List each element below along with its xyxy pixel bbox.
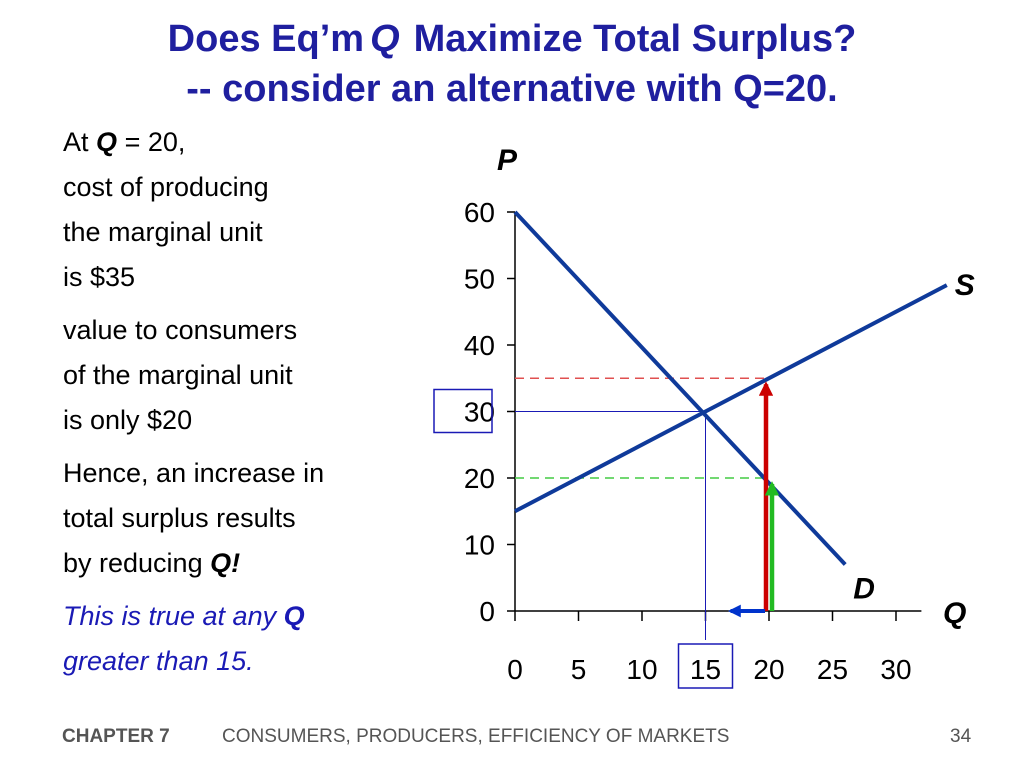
x-tick-label: 30 (880, 654, 911, 685)
y-tick-label: 60 (464, 197, 495, 228)
note-line1-var: Q (283, 601, 305, 631)
paragraph-cost: At Q = 20, cost of producing the margina… (63, 120, 423, 300)
equilibrium-price-highlight (433, 388, 493, 434)
title-line-1-var: Q (370, 18, 400, 60)
note-line2: greater than 15. (63, 646, 254, 676)
paragraph-value: value to consumers of the marginal unit … (63, 308, 423, 443)
x-tick-label: 0 (507, 654, 523, 685)
p2-line1: value to consumers (63, 315, 298, 345)
title-line-1-prefix: Does Eq’m (167, 18, 365, 60)
title-line-2: -- consider an alternative with Q=20. (186, 68, 838, 110)
slide-title: Does Eq’m Q Maximize Total Surplus? -- con… (0, 14, 1024, 114)
x-axis-title: Q (943, 597, 966, 630)
p1-line2: cost of producing (63, 172, 269, 202)
y-tick-label: 20 (464, 463, 495, 494)
y-tick-label: 30 (464, 397, 495, 428)
equilibrium-quantity-highlight (677, 643, 734, 689)
p1-line4: is $35 (63, 262, 136, 292)
note-line1-prefix: This is true at any (63, 601, 277, 631)
page-number: 34 (950, 726, 972, 747)
p1-line3: the marginal unit (63, 217, 263, 247)
p3-line1: Hence, an increase in (63, 458, 325, 488)
p3-line3-prefix: by reducing (63, 548, 203, 578)
series-label-d: D (853, 572, 875, 605)
series-label-s: S (955, 269, 975, 302)
paragraph-conclusion: Hence, an increase in total surplus resu… (63, 451, 423, 586)
y-tick-label: 0 (479, 596, 495, 627)
p3-line3-var: Q! (210, 548, 241, 578)
footer-text: CONSUMERS, PRODUCERS, EFFICIENCY OF MARK… (222, 726, 730, 747)
p2-line2: of the marginal unit (63, 360, 293, 390)
y-tick-label: 40 (464, 330, 495, 361)
p1-var: Q (96, 127, 118, 157)
p3-line2: total surplus results (63, 503, 296, 533)
paragraph-note: This is true at any Q greater than 15. (63, 594, 423, 684)
x-tick-label: 10 (626, 654, 657, 685)
y-tick-label: 10 (464, 530, 495, 561)
explanation-text: At Q = 20, cost of producing the margina… (63, 120, 423, 692)
y-axis-title: P (497, 144, 518, 177)
series-line-s (514, 283, 948, 514)
p2-line3: is only $20 (63, 405, 193, 435)
x-tick-label: 5 (571, 654, 587, 685)
p1-at: At (63, 127, 89, 157)
title-line-1: Does Eq’m Q Maximize Total Surplus? (0, 14, 1024, 64)
title-line-1-suffix: Maximize Total Surplus? (413, 18, 857, 60)
footer-chapter: CHAPTER 7 (62, 726, 170, 747)
p1-eq: = 20, (124, 127, 186, 157)
x-tick-label: 15 (690, 654, 721, 685)
x-tick-label: 20 (753, 654, 784, 685)
x-tick-label: 25 (817, 654, 848, 685)
series-line-d (513, 210, 847, 566)
y-tick-label: 50 (464, 264, 495, 295)
